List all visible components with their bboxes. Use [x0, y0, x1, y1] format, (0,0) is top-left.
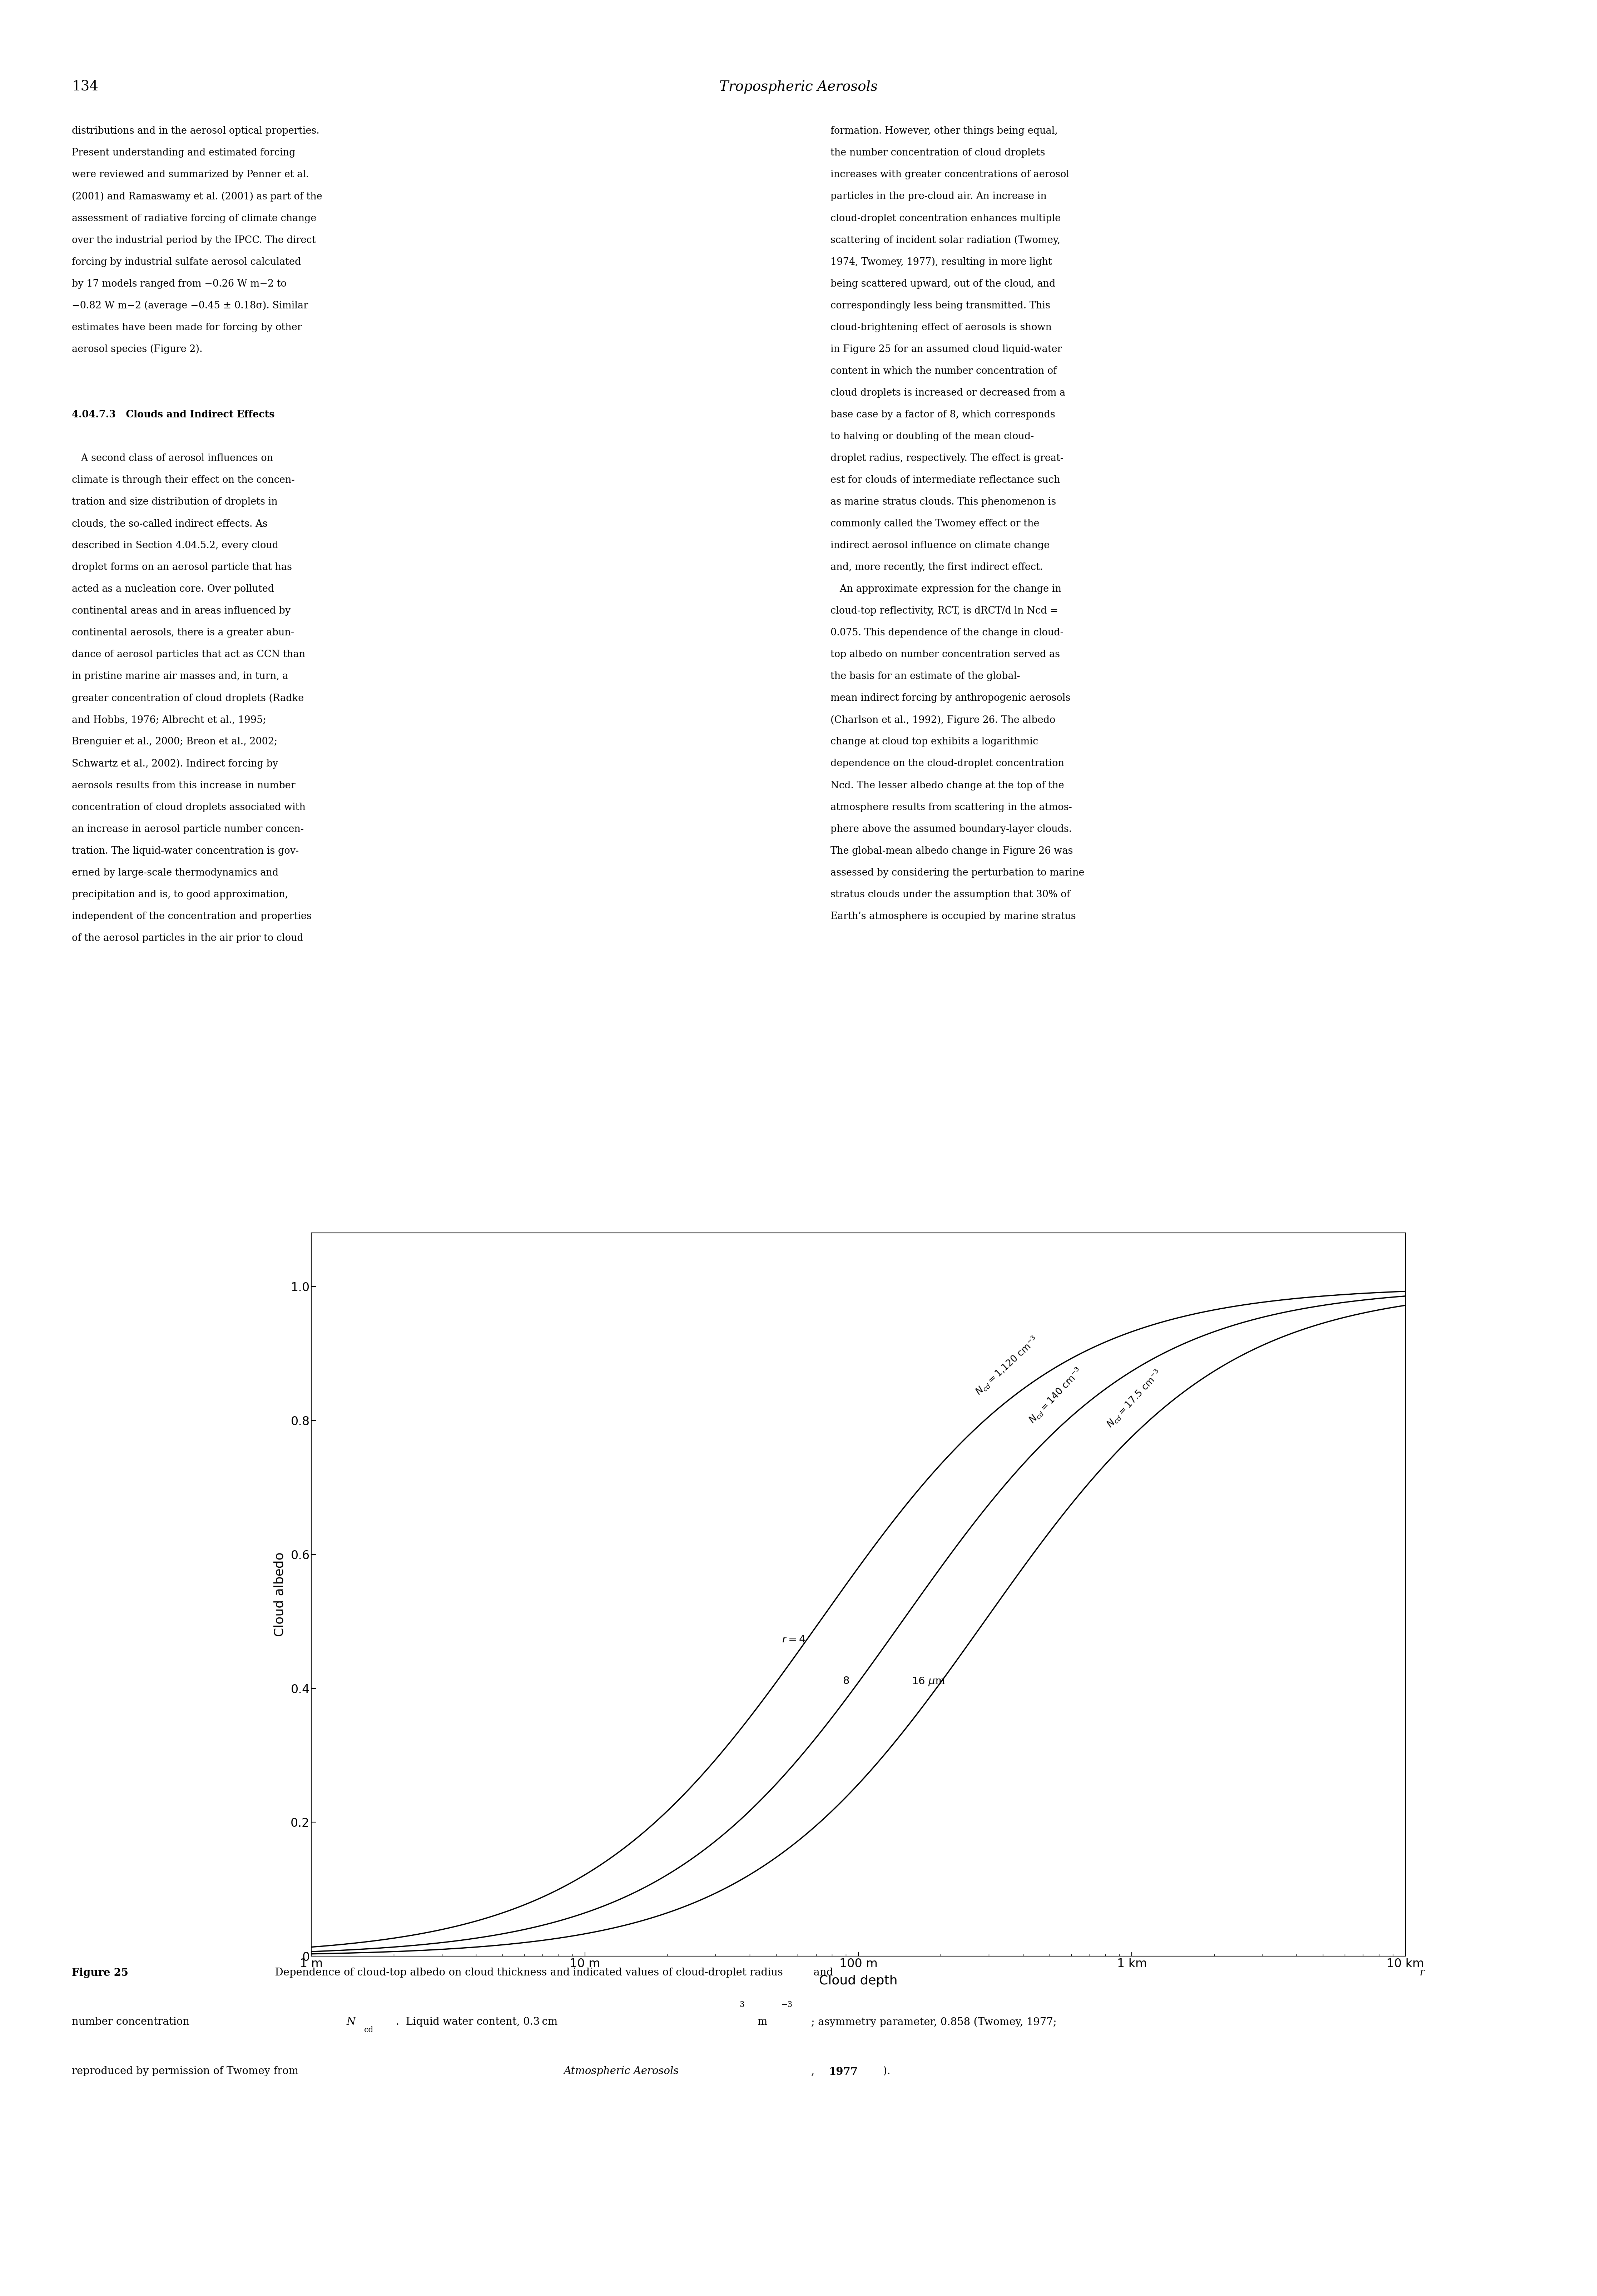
Text: droplet radius, respectively. The effect is great-: droplet radius, respectively. The effect… [830, 452, 1064, 464]
Text: Tropospheric Aerosols: Tropospheric Aerosols [719, 80, 878, 94]
Text: Atmospheric Aerosols: Atmospheric Aerosols [564, 2066, 679, 2076]
Text: cloud-brightening effect of aerosols is shown: cloud-brightening effect of aerosols is … [830, 324, 1052, 333]
Text: an increase in aerosol particle number concen-: an increase in aerosol particle number c… [72, 824, 303, 833]
Text: .  Liquid water content, 0.3 cm: . Liquid water content, 0.3 cm [396, 2018, 557, 2027]
Text: N: N [347, 2018, 356, 2027]
Text: ; asymmetry parameter, 0.858 (Twomey, 1977;: ; asymmetry parameter, 0.858 (Twomey, 19… [811, 2018, 1057, 2027]
Text: A second class of aerosol influences on: A second class of aerosol influences on [72, 452, 273, 464]
Text: ,: , [811, 2066, 843, 2076]
Text: 0.075. This dependence of the change in cloud-: 0.075. This dependence of the change in … [830, 627, 1064, 638]
Text: increases with greater concentrations of aerosol: increases with greater concentrations of… [830, 170, 1070, 179]
Text: Schwartz et al., 2002). Indirect forcing by: Schwartz et al., 2002). Indirect forcing… [72, 758, 278, 769]
Text: droplet forms on an aerosol particle that has: droplet forms on an aerosol particle tha… [72, 563, 292, 572]
Text: $r = 4$: $r = 4$ [783, 1635, 805, 1644]
Text: tration and size distribution of droplets in: tration and size distribution of droplet… [72, 496, 278, 507]
Text: phere above the assumed boundary-layer clouds.: phere above the assumed boundary-layer c… [830, 824, 1072, 833]
Text: 4.04.7.3   Clouds and Indirect Effects: 4.04.7.3 Clouds and Indirect Effects [72, 411, 275, 420]
Text: climate is through their effect on the concen-: climate is through their effect on the c… [72, 475, 295, 484]
X-axis label: Cloud depth: Cloud depth [819, 1975, 898, 1986]
Text: described in Section 4.04.5.2, every cloud: described in Section 4.04.5.2, every clo… [72, 542, 278, 551]
Text: independent of the concentration and properties: independent of the concentration and pro… [72, 912, 311, 921]
Text: (2001) and Ramaswamy et al. (2001) as part of the: (2001) and Ramaswamy et al. (2001) as pa… [72, 193, 323, 202]
Text: to halving or doubling of the mean cloud-: to halving or doubling of the mean cloud… [830, 432, 1033, 441]
Text: 1977: 1977 [829, 2066, 858, 2078]
Text: number concentration: number concentration [72, 2018, 212, 2027]
Text: The global-mean albedo change in Figure 26 was: The global-mean albedo change in Figure … [830, 845, 1073, 856]
Text: dependence on the cloud-droplet concentration: dependence on the cloud-droplet concentr… [830, 758, 1064, 769]
Text: aerosols results from this increase in number: aerosols results from this increase in n… [72, 781, 295, 790]
Text: continental aerosols, there is a greater abun-: continental aerosols, there is a greater… [72, 627, 294, 638]
Text: ).: ). [883, 2066, 891, 2076]
Text: 1974, Twomey, 1977), resulting in more light: 1974, Twomey, 1977), resulting in more l… [830, 257, 1052, 266]
Text: estimates have been made for forcing by other: estimates have been made for forcing by … [72, 324, 302, 333]
Text: the basis for an estimate of the global-: the basis for an estimate of the global- [830, 670, 1020, 682]
Text: reproduced by permission of Twomey from: reproduced by permission of Twomey from [72, 2066, 302, 2076]
Text: assessment of radiative forcing of climate change: assessment of radiative forcing of clima… [72, 214, 316, 223]
Text: base case by a factor of 8, which corresponds: base case by a factor of 8, which corres… [830, 411, 1056, 420]
Text: greater concentration of cloud droplets (Radke: greater concentration of cloud droplets … [72, 693, 303, 703]
Text: formation. However, other things being equal,: formation. However, other things being e… [830, 126, 1057, 135]
Text: −0.82 W m−2 (average −0.45 ± 0.18σ). Similar: −0.82 W m−2 (average −0.45 ± 0.18σ). Sim… [72, 301, 308, 310]
Text: $N_{cd} = 1{,}120\ \mathrm{cm}^{-3}$: $N_{cd} = 1{,}120\ \mathrm{cm}^{-3}$ [973, 1334, 1040, 1398]
Text: were reviewed and summarized by Penner et al.: were reviewed and summarized by Penner e… [72, 170, 308, 179]
Text: in pristine marine air masses and, in turn, a: in pristine marine air masses and, in tu… [72, 670, 289, 682]
Text: top albedo on number concentration served as: top albedo on number concentration serve… [830, 650, 1060, 659]
Text: cloud-top reflectivity, RCT, is dRCT/d ln Ncd =: cloud-top reflectivity, RCT, is dRCT/d l… [830, 606, 1059, 615]
Text: Figure 25: Figure 25 [72, 1968, 128, 1979]
Text: of the aerosol particles in the air prior to cloud: of the aerosol particles in the air prio… [72, 934, 303, 944]
Text: tration. The liquid-water concentration is gov-: tration. The liquid-water concentration … [72, 845, 299, 856]
Text: dance of aerosol particles that act as CCN than: dance of aerosol particles that act as C… [72, 650, 305, 659]
Text: m: m [755, 2018, 767, 2027]
Text: concentration of cloud droplets associated with: concentration of cloud droplets associat… [72, 804, 305, 813]
Text: commonly called the Twomey effect or the: commonly called the Twomey effect or the [830, 519, 1040, 528]
Text: cd: cd [364, 2025, 374, 2034]
Text: scattering of incident solar radiation (Twomey,: scattering of incident solar radiation (… [830, 234, 1060, 246]
Text: r: r [1420, 1968, 1425, 1977]
Text: indirect aerosol influence on climate change: indirect aerosol influence on climate ch… [830, 542, 1049, 551]
Text: Dependence of cloud-top albedo on cloud thickness and indicated values of cloud-: Dependence of cloud-top albedo on cloud … [268, 1968, 834, 1977]
Text: atmosphere results from scattering in the atmos-: atmosphere results from scattering in th… [830, 804, 1072, 813]
Text: $16\ \mu$m: $16\ \mu$m [912, 1676, 945, 1688]
Text: 3: 3 [739, 2000, 744, 2009]
Text: by 17 models ranged from −0.26 W m−2 to: by 17 models ranged from −0.26 W m−2 to [72, 280, 286, 289]
Text: Present understanding and estimated forcing: Present understanding and estimated forc… [72, 147, 295, 158]
Text: acted as a nucleation core. Over polluted: acted as a nucleation core. Over pollute… [72, 585, 275, 595]
Text: in Figure 25 for an assumed cloud liquid-water: in Figure 25 for an assumed cloud liquid… [830, 344, 1062, 354]
Text: mean indirect forcing by anthropogenic aerosols: mean indirect forcing by anthropogenic a… [830, 693, 1070, 703]
Text: est for clouds of intermediate reflectance such: est for clouds of intermediate reflectan… [830, 475, 1060, 484]
Text: particles in the pre-cloud air. An increase in: particles in the pre-cloud air. An incre… [830, 193, 1046, 202]
Text: An approximate expression for the change in: An approximate expression for the change… [830, 585, 1062, 595]
Text: cloud droplets is increased or decreased from a: cloud droplets is increased or decreased… [830, 388, 1065, 397]
Text: (Charlson et al., 1992), Figure 26. The albedo: (Charlson et al., 1992), Figure 26. The … [830, 716, 1056, 726]
Text: as marine stratus clouds. This phenomenon is: as marine stratus clouds. This phenomeno… [830, 496, 1056, 507]
Text: correspondingly less being transmitted. This: correspondingly less being transmitted. … [830, 301, 1051, 310]
Text: Earth’s atmosphere is occupied by marine stratus: Earth’s atmosphere is occupied by marine… [830, 912, 1076, 921]
Text: −3: −3 [781, 2000, 792, 2009]
Text: and, more recently, the first indirect effect.: and, more recently, the first indirect e… [830, 563, 1043, 572]
Text: change at cloud top exhibits a logarithmic: change at cloud top exhibits a logarithm… [830, 737, 1038, 746]
Text: precipitation and is, to good approximation,: precipitation and is, to good approximat… [72, 891, 287, 900]
Text: assessed by considering the perturbation to marine: assessed by considering the perturbation… [830, 868, 1084, 877]
Y-axis label: Cloud albedo: Cloud albedo [273, 1552, 286, 1637]
Text: stratus clouds under the assumption that 30% of: stratus clouds under the assumption that… [830, 891, 1070, 900]
Text: clouds, the so-called indirect effects. As: clouds, the so-called indirect effects. … [72, 519, 268, 528]
Text: aerosol species (Figure 2).: aerosol species (Figure 2). [72, 344, 203, 354]
Text: $8$: $8$ [843, 1676, 850, 1685]
Text: distributions and in the aerosol optical properties.: distributions and in the aerosol optical… [72, 126, 319, 135]
Text: forcing by industrial sulfate aerosol calculated: forcing by industrial sulfate aerosol ca… [72, 257, 302, 266]
Text: continental areas and in areas influenced by: continental areas and in areas influence… [72, 606, 291, 615]
Text: content in which the number concentration of: content in which the number concentratio… [830, 365, 1057, 377]
Text: Brenguier et al., 2000; Breon et al., 2002;: Brenguier et al., 2000; Breon et al., 20… [72, 737, 278, 746]
Text: $N_{cd} = 140\ \mathrm{cm}^{-3}$: $N_{cd} = 140\ \mathrm{cm}^{-3}$ [1025, 1366, 1084, 1426]
Text: being scattered upward, out of the cloud, and: being scattered upward, out of the cloud… [830, 280, 1056, 289]
Text: cloud-droplet concentration enhances multiple: cloud-droplet concentration enhances mul… [830, 214, 1060, 223]
Text: 134: 134 [72, 80, 99, 94]
Text: Ncd. The lesser albedo change at the top of the: Ncd. The lesser albedo change at the top… [830, 781, 1064, 790]
Text: $N_{cd} = 17.5\ \mathrm{cm}^{-3}$: $N_{cd} = 17.5\ \mathrm{cm}^{-3}$ [1104, 1366, 1164, 1430]
Text: the number concentration of cloud droplets: the number concentration of cloud drople… [830, 147, 1044, 158]
Text: erned by large-scale thermodynamics and: erned by large-scale thermodynamics and [72, 868, 278, 877]
Text: over the industrial period by the IPCC. The direct: over the industrial period by the IPCC. … [72, 234, 316, 246]
Text: and Hobbs, 1976; Albrecht et al., 1995;: and Hobbs, 1976; Albrecht et al., 1995; [72, 716, 267, 726]
